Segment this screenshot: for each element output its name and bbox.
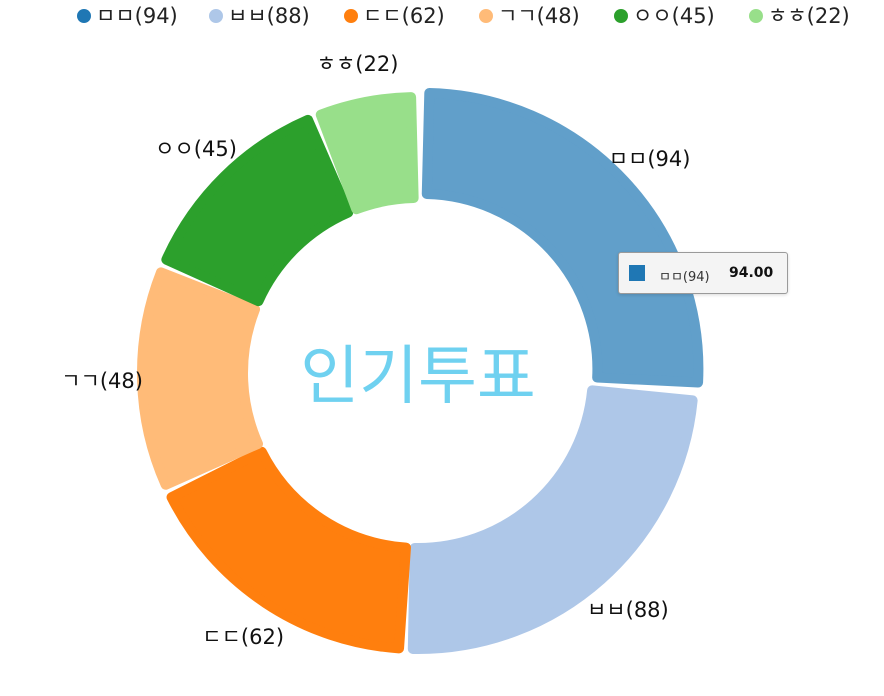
tooltip: ㅁㅁ(94) 94.00	[618, 252, 788, 294]
legend-item-3[interactable]: ㄱㄱ(48)	[479, 4, 580, 28]
slice-label-3: ㄱㄱ(48)	[61, 369, 143, 393]
slice-2[interactable]	[166, 446, 411, 654]
tooltip-swatch	[629, 265, 645, 281]
slice-0[interactable]	[421, 88, 704, 388]
legend-swatch-5	[749, 9, 763, 23]
legend-item-0[interactable]: ㅁㅁ(94)	[77, 4, 178, 28]
slice-4[interactable]	[161, 114, 354, 307]
slice-5[interactable]	[315, 92, 419, 215]
legend-item-5[interactable]: ㅎㅎ(22)	[749, 4, 850, 28]
legend-label-4: ㅇㅇ(45)	[633, 4, 715, 28]
slice-label-4: ㅇㅇ(45)	[155, 137, 237, 161]
slice-3[interactable]	[137, 267, 263, 490]
legend-item-1[interactable]: ㅂㅂ(88)	[209, 4, 310, 28]
slices	[137, 88, 704, 654]
tooltip-key: ㅁㅁ(94)	[659, 270, 710, 285]
slice-label-5: ㅎㅎ(22)	[317, 52, 399, 76]
slice-label-0: ㅁㅁ(94)	[609, 147, 691, 171]
slice-label-1: ㅂㅂ(88)	[587, 598, 669, 622]
legend-label-0: ㅁㅁ(94)	[96, 4, 178, 28]
legend-swatch-4	[614, 9, 628, 23]
slice-label-2: ㄷㄷ(62)	[202, 625, 284, 649]
legend-item-4[interactable]: ㅇㅇ(45)	[614, 4, 715, 28]
tooltip-value: 94.00	[729, 265, 774, 281]
legend-swatch-3	[479, 9, 493, 23]
legend-swatch-2	[344, 9, 358, 23]
legend: ㅁㅁ(94) ㅂㅂ(88) ㄷㄷ(62) ㄱㄱ(48) ㅇㅇ(45) ㅎㅎ(22)	[77, 4, 850, 28]
legend-swatch-0	[77, 9, 91, 23]
legend-label-5: ㅎㅎ(22)	[768, 4, 850, 28]
legend-label-1: ㅂㅂ(88)	[228, 4, 310, 28]
legend-label-3: ㄱㄱ(48)	[498, 4, 580, 28]
slice-labels: ㅁㅁ(94) ㅂㅂ(88) ㄷㄷ(62) ㄱㄱ(48) ㅇㅇ(45) ㅎㅎ(22)	[61, 52, 690, 649]
legend-item-2[interactable]: ㄷㄷ(62)	[344, 4, 445, 28]
chart-title: 인기투표	[300, 340, 536, 414]
legend-swatch-1	[209, 9, 223, 23]
legend-label-2: ㄷㄷ(62)	[363, 4, 445, 28]
slice-1[interactable]	[407, 385, 698, 654]
